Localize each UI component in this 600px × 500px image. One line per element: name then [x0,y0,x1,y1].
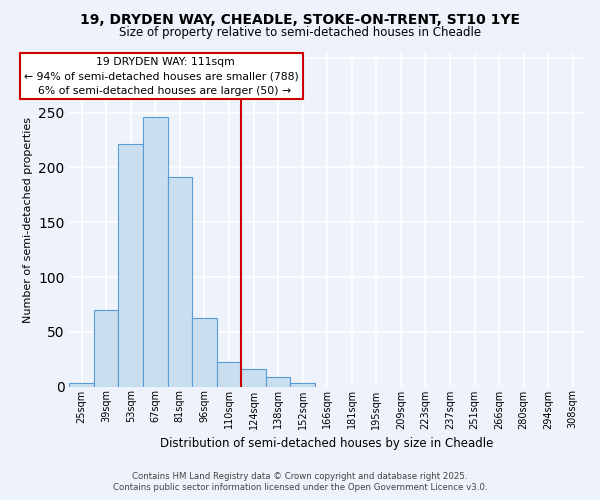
Bar [192,318,217,386]
Bar [290,383,315,386]
Y-axis label: Number of semi-detached properties: Number of semi-detached properties [23,116,32,322]
Bar [143,117,167,386]
Bar [118,144,143,386]
X-axis label: Distribution of semi-detached houses by size in Cheadle: Distribution of semi-detached houses by … [160,437,494,450]
Bar [70,383,94,386]
Bar [217,362,241,386]
Text: 19, DRYDEN WAY, CHEADLE, STOKE-ON-TRENT, ST10 1YE: 19, DRYDEN WAY, CHEADLE, STOKE-ON-TRENT,… [80,12,520,26]
Text: Contains HM Land Registry data © Crown copyright and database right 2025.
Contai: Contains HM Land Registry data © Crown c… [113,472,487,492]
Bar [94,310,118,386]
Text: 19 DRYDEN WAY: 111sqm
← 94% of semi-detached houses are smaller (788)
  6% of se: 19 DRYDEN WAY: 111sqm ← 94% of semi-deta… [24,57,299,96]
Text: Size of property relative to semi-detached houses in Cheadle: Size of property relative to semi-detach… [119,26,481,39]
Bar [167,178,192,386]
Bar [266,376,290,386]
Bar [241,369,266,386]
